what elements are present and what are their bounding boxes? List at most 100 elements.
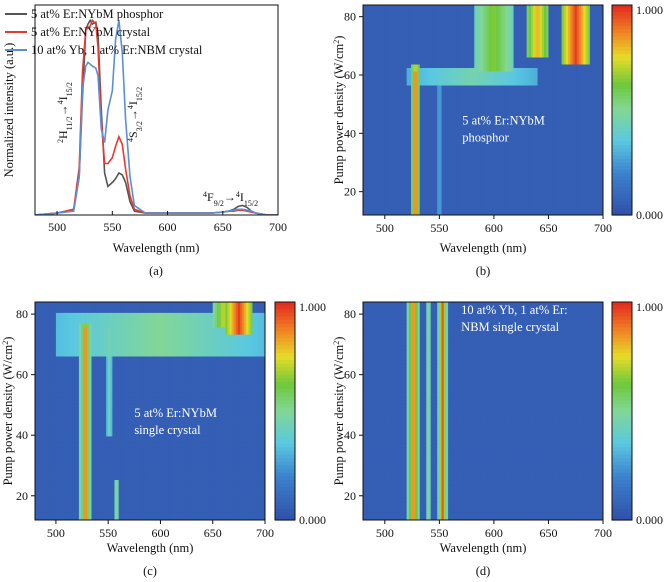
heatmap-cell [406, 75, 410, 80]
heatmap-cell [517, 68, 521, 73]
heatmap-cell [387, 50, 390, 55]
heatmap-cell [491, 5, 495, 10]
heatmap-cell [524, 82, 528, 87]
heatmap-cell [557, 47, 560, 52]
heatmap-cell [441, 5, 445, 10]
heatmap-cell [587, 78, 591, 83]
heatmap-cell [437, 71, 440, 76]
heatmap-cell [526, 43, 530, 48]
heatmap-cell [395, 64, 399, 69]
heatmap-cell [480, 78, 484, 83]
heatmap-cell [544, 33, 547, 38]
heatmap-cell [513, 68, 517, 73]
heatmap-cell [408, 89, 412, 94]
heatmap-cell [507, 40, 510, 45]
heatmap-cell [537, 85, 541, 90]
heatmap-cell [502, 26, 506, 31]
heatmap-cell [387, 12, 390, 17]
heatmap-cell [559, 61, 563, 66]
heatmap-cell [389, 50, 392, 55]
heatmap-cell [583, 40, 587, 45]
heatmap-cell [559, 68, 563, 73]
heatmap-cell [380, 47, 384, 52]
heatmap-cell [507, 61, 510, 66]
heatmap-cell [461, 47, 464, 52]
heatmap-cell [498, 78, 502, 83]
heatmap-cell [544, 50, 547, 55]
heatmap-cell [476, 5, 480, 10]
heatmap-cell [522, 43, 526, 48]
heatmap-cell [487, 36, 491, 41]
heatmap-cell [365, 82, 368, 87]
heatmap-cell [411, 50, 414, 55]
heatmap-cell [465, 19, 469, 24]
heatmap-cell [365, 75, 368, 80]
heatmap-cell [369, 26, 373, 31]
heatmap-cell [550, 33, 554, 38]
heatmap-cell [585, 40, 589, 45]
heatmap-cell [528, 36, 532, 41]
heatmap-cell [531, 43, 534, 48]
heatmap-cell [600, 19, 603, 24]
heatmap-cell [524, 54, 528, 59]
heatmap-cell [384, 5, 388, 10]
heatmap-cell [592, 40, 595, 45]
heatmap-cell [546, 89, 550, 94]
heatmap-cell [389, 85, 392, 90]
heatmap-cell [563, 12, 567, 17]
heatmap-cell [496, 61, 499, 66]
heatmap-cell [485, 82, 488, 87]
heatmap-cell [478, 50, 482, 55]
heatmap-cell [598, 36, 602, 41]
heatmap-cell [441, 50, 445, 55]
heatmap-cell [411, 15, 414, 20]
heatmap-cell [404, 12, 408, 17]
heatmap-cell [461, 19, 464, 24]
heatmap-cell [459, 57, 462, 62]
heatmap-cell [384, 47, 388, 52]
heatmap-cell [528, 8, 532, 13]
heatmap-cell [478, 8, 482, 13]
heatmap-cell [509, 89, 512, 94]
heatmap-cell [384, 54, 388, 59]
heatmap-cell [408, 40, 412, 45]
heatmap-cell [373, 40, 377, 45]
heatmap-cell [476, 12, 480, 17]
heatmap-cell [535, 47, 539, 52]
heatmap-cell [439, 12, 443, 17]
heatmap-cell [498, 89, 502, 94]
heatmap-cell [445, 5, 449, 10]
heatmap-cell [515, 12, 519, 17]
heatmap-cell [437, 92, 440, 97]
heatmap-cell [400, 5, 403, 10]
heatmap-cell [539, 78, 543, 83]
heatmap-cell [526, 33, 530, 38]
heatmap-cell [496, 19, 499, 24]
heatmap-cell [539, 15, 543, 20]
heatmap-cell [533, 64, 536, 69]
heatmap-cell [454, 8, 458, 13]
heatmap-cell [550, 12, 554, 17]
heatmap-cell [509, 54, 512, 59]
heatmap-cell [550, 29, 554, 34]
heatmap-cell [493, 82, 497, 87]
heatmap-cell [417, 15, 421, 20]
heatmap-cell [461, 36, 464, 41]
heatmap-cell [435, 85, 438, 90]
heatmap-cell [507, 82, 510, 87]
heatmap-cell [417, 75, 421, 80]
heatmap-cell [535, 5, 539, 10]
heatmap-cell [533, 89, 536, 94]
heatmap-cell [424, 85, 427, 90]
heatmap-cell [430, 43, 434, 48]
heatmap-cell [415, 8, 419, 13]
heatmap-cell [404, 89, 408, 94]
heatmap-cell [443, 19, 447, 24]
heatmap-cell [493, 75, 497, 80]
heatmap-cell [363, 64, 366, 69]
heatmap-cell [517, 40, 521, 45]
heatmap-cell [476, 40, 480, 45]
heatmap-cell [393, 75, 397, 80]
heatmap-cell [415, 12, 419, 17]
heatmap-cell [363, 89, 366, 94]
